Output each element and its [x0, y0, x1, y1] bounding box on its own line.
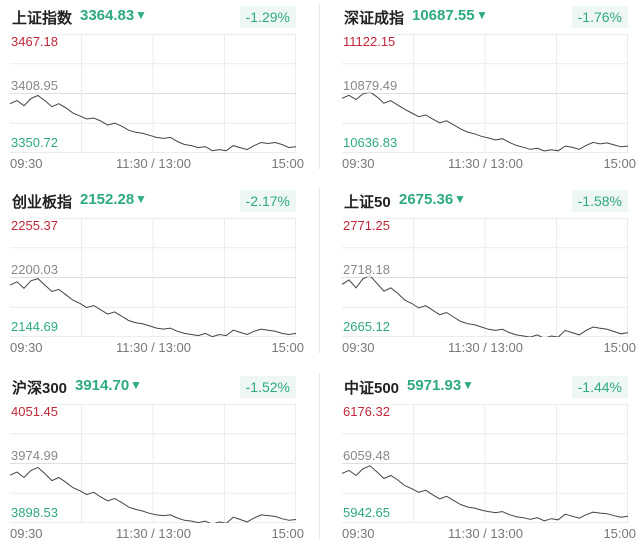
change-percent-badge: -1.76% [571, 6, 628, 28]
x-label-midday: 11:30 / 13:00 [116, 340, 191, 355]
index-name: 沪深300 [12, 380, 68, 397]
down-arrow-icon: ▼ [130, 378, 142, 392]
y-label-mid: 3974.99 [10, 448, 59, 463]
column-divider [319, 374, 320, 539]
x-label-open: 09:30 [342, 340, 375, 355]
y-label-high: 11122.15 [342, 34, 397, 49]
x-label-close: 15:00 [603, 526, 636, 541]
y-label-mid: 2718.18 [342, 262, 391, 277]
x-label-midday: 11:30 / 13:00 [448, 340, 523, 355]
change-percent-badge: -2.17% [239, 190, 296, 212]
index-header: 中证500 5971.93 ▼ -1.44% [340, 374, 630, 400]
index-name: 中证500 [344, 380, 400, 397]
chart-gridlines [10, 34, 296, 153]
y-label-low: 3898.53 [10, 505, 59, 520]
index-value: 3914.70 [75, 377, 130, 394]
x-label-close: 15:00 [603, 340, 636, 355]
x-label-close: 15:00 [271, 156, 304, 171]
index-header: 上证50 2675.36 ▼ -1.58% [340, 188, 630, 214]
y-label-low: 10636.83 [342, 135, 399, 150]
down-arrow-icon: ▼ [135, 8, 147, 22]
x-label-midday: 11:30 / 13:00 [116, 526, 191, 541]
down-arrow-icon: ▼ [135, 192, 147, 206]
index-value: 2152.28 [80, 191, 135, 208]
change-percent-badge: -1.29% [239, 6, 296, 28]
y-label-low: 5942.65 [342, 505, 391, 520]
change-percent-badge: -1.52% [239, 376, 296, 398]
index-panel[interactable]: 创业板指 2152.28 ▼ -2.17% 2255.37 2200.03 21… [8, 188, 308, 358]
change-percent-badge: -1.44% [571, 376, 628, 398]
down-arrow-icon: ▼ [454, 192, 466, 206]
y-label-high: 6176.32 [342, 404, 391, 419]
x-label-open: 09:30 [342, 526, 375, 541]
index-name: 上证指数 [12, 10, 73, 27]
x-label-close: 15:00 [271, 526, 304, 541]
change-percent-badge: -1.58% [571, 190, 628, 212]
y-label-high: 2771.25 [342, 218, 391, 233]
column-divider [319, 4, 320, 169]
price-line [10, 466, 296, 523]
y-label-low: 2665.12 [342, 319, 391, 334]
x-label-open: 09:30 [342, 156, 375, 171]
index-panel[interactable]: 深证成指 10687.55 ▼ -1.76% 11122.15 10879.49… [340, 4, 640, 174]
index-panel[interactable]: 上证50 2675.36 ▼ -1.58% 2771.25 2718.18 26… [340, 188, 640, 358]
y-label-mid: 2200.03 [10, 262, 59, 277]
down-arrow-icon: ▼ [462, 378, 474, 392]
index-header: 沪深300 3914.70 ▼ -1.52% [8, 374, 298, 400]
index-header: 深证成指 10687.55 ▼ -1.76% [340, 4, 630, 30]
x-label-open: 09:30 [10, 156, 43, 171]
index-value: 2675.36 [399, 191, 454, 208]
price-line [10, 278, 296, 337]
chart-gridlines [342, 404, 628, 523]
index-name: 创业板指 [12, 194, 73, 211]
x-label-close: 15:00 [603, 156, 636, 171]
price-line [342, 91, 628, 152]
price-line [342, 465, 628, 522]
x-label-midday: 11:30 / 13:00 [448, 156, 523, 171]
price-line [10, 94, 296, 152]
index-name: 深证成指 [344, 10, 405, 27]
y-label-low: 3350.72 [10, 135, 59, 150]
intraday-chart [342, 404, 628, 523]
x-label-midday: 11:30 / 13:00 [448, 526, 523, 541]
index-value: 3364.83 [80, 7, 135, 24]
index-panel[interactable]: 沪深300 3914.70 ▼ -1.52% 4051.45 3974.99 3… [8, 374, 308, 544]
intraday-chart [10, 34, 296, 153]
index-header: 创业板指 2152.28 ▼ -2.17% [8, 188, 298, 214]
y-label-mid: 6059.48 [342, 448, 391, 463]
y-label-high: 2255.37 [10, 218, 59, 233]
index-value: 5971.93 [407, 377, 462, 394]
index-name: 上证50 [344, 194, 391, 211]
x-label-close: 15:00 [271, 340, 304, 355]
index-header: 上证指数 3364.83 ▼ -1.29% [8, 4, 298, 30]
x-label-midday: 11:30 / 13:00 [116, 156, 191, 171]
y-label-mid: 10879.49 [342, 78, 399, 93]
y-label-mid: 3408.95 [10, 78, 59, 93]
x-label-open: 09:30 [10, 526, 43, 541]
price-line [342, 274, 628, 337]
y-label-low: 2144.69 [10, 319, 59, 334]
index-panel[interactable]: 中证500 5971.93 ▼ -1.44% 6176.32 6059.48 5… [340, 374, 640, 544]
column-divider [319, 188, 320, 353]
y-label-high: 4051.45 [10, 404, 59, 419]
x-label-open: 09:30 [10, 340, 43, 355]
y-label-high: 3467.18 [10, 34, 59, 49]
down-arrow-icon: ▼ [476, 8, 488, 22]
index-panel[interactable]: 上证指数 3364.83 ▼ -1.29% 3467.18 3408.95 33… [8, 4, 308, 174]
index-value: 10687.55 [412, 7, 475, 24]
